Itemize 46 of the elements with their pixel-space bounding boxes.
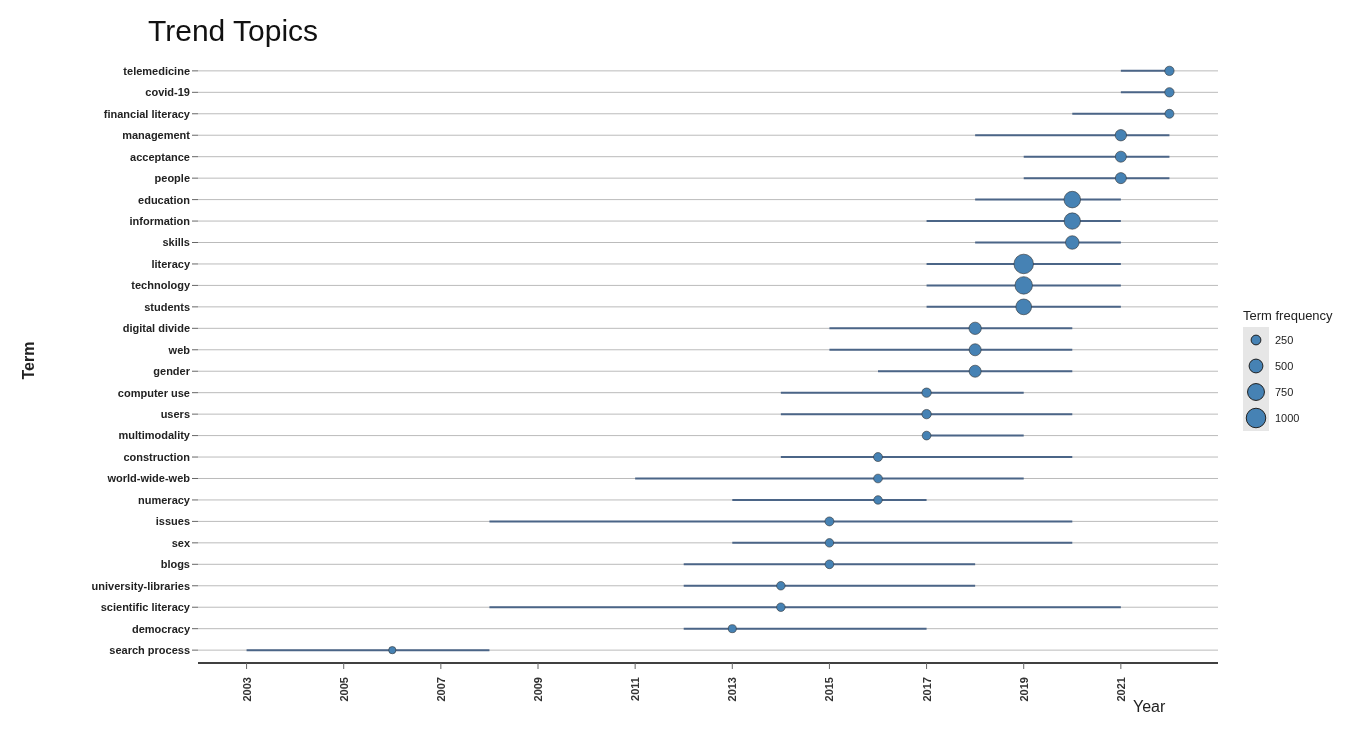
y-tick-label: blogs	[160, 558, 190, 571]
y-tick-label: students	[144, 300, 190, 313]
x-tick-label: 2021	[1114, 677, 1127, 702]
y-tick-label: people	[154, 172, 190, 185]
x-axis-title: Year	[1133, 698, 1166, 716]
y-tick-label: financial literacy	[103, 107, 191, 120]
x-tick-label: 2005	[337, 677, 350, 702]
legend-label: 750	[1275, 385, 1295, 400]
y-tick-label: information	[129, 214, 191, 227]
x-tick-label: 2003	[240, 677, 253, 702]
x-tick-label: 2015	[823, 677, 836, 702]
y-tick-label: users	[160, 408, 190, 421]
legend-label: 250	[1275, 333, 1295, 348]
y-tick-label: construction	[123, 450, 191, 463]
y-tick-label: covid-19	[145, 86, 190, 99]
y-tick-label: literacy	[151, 257, 191, 270]
y-tick-label: skills	[162, 236, 190, 249]
x-tick-label: 2017	[920, 677, 933, 702]
y-tick-label: gender	[153, 365, 191, 378]
y-tick-label: numeracy	[138, 493, 191, 506]
y-tick-label: world-wide-web	[106, 472, 191, 485]
y-tick-label: acceptance	[130, 150, 190, 163]
y-tick-label: telemedicine	[123, 64, 190, 77]
x-tick-label: 2013	[726, 677, 739, 702]
y-tick-label: scientific literacy	[100, 601, 191, 614]
x-tick-label: 2009	[532, 677, 544, 702]
y-tick-label: management	[122, 129, 191, 142]
x-tick-label: 2019	[1017, 677, 1030, 702]
x-tick-label: 2011	[629, 677, 642, 701]
y-tick-label: issues	[155, 515, 190, 528]
y-tick-label: digital divide	[122, 322, 190, 335]
y-axis-title: Term	[19, 341, 37, 380]
y-tick-label: computer use	[117, 386, 190, 399]
y-tick-label: democracy	[131, 622, 191, 635]
y-tick-label: technology	[131, 279, 191, 292]
x-tick-label: 2007	[434, 677, 447, 702]
legend-label: 1000	[1275, 411, 1300, 426]
y-tick-label: education	[138, 193, 191, 206]
y-tick-label: sex	[171, 536, 191, 549]
legend-title: Term frequency	[1243, 308, 1333, 323]
y-tick-label: search process	[109, 644, 190, 657]
legend-label: 500	[1275, 359, 1295, 374]
y-tick-label: web	[167, 343, 191, 356]
y-tick-label: multimodality	[118, 429, 191, 442]
y-tick-label: university-libraries	[91, 579, 190, 592]
chart-title: Trend Topics	[148, 14, 319, 48]
